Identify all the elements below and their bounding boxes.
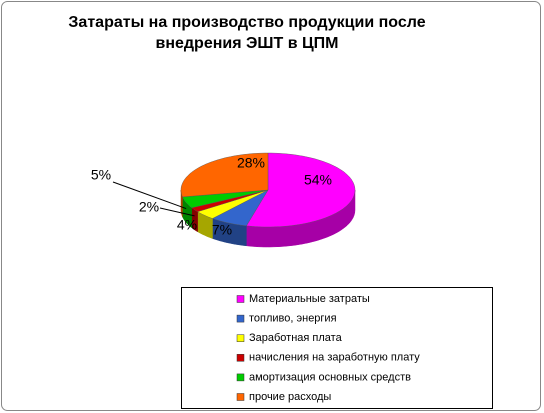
- value-label: 54%: [304, 172, 332, 188]
- legend-label: Материальные затраты: [249, 293, 370, 305]
- legend-label: амортизация основных средств: [249, 371, 411, 383]
- value-label: 28%: [237, 155, 265, 171]
- value-label: 4%: [177, 217, 197, 233]
- value-label: 5%: [91, 167, 111, 183]
- legend-swatch: [236, 373, 245, 382]
- leader-line: [159, 207, 195, 217]
- slice-top: [211, 189, 269, 227]
- slice-top: [246, 152, 356, 228]
- chart-title: Затараты на производство продукции после…: [68, 14, 426, 52]
- legend-label: начисления на заработную плату: [249, 352, 420, 364]
- legend-box: [181, 287, 493, 409]
- legend-swatch: [236, 334, 245, 342]
- slice-top: [182, 189, 269, 209]
- legend-swatch: [236, 295, 245, 303]
- legend-label: прочие расходы: [249, 391, 331, 403]
- legend-label: Заработная плата: [249, 332, 343, 344]
- legend-swatch: [236, 314, 245, 323]
- value-label: 7%: [212, 222, 232, 238]
- value-label: 2%: [139, 199, 159, 215]
- leader-line: [112, 181, 187, 210]
- slice: [197, 189, 269, 239]
- legend-swatch: [236, 393, 245, 401]
- legend-label: топливо, энергия: [249, 313, 337, 325]
- slice: [180, 152, 269, 217]
- slice: [211, 189, 269, 247]
- legend-swatch: [236, 354, 245, 362]
- slice-top: [197, 189, 269, 219]
- slice-top: [180, 152, 269, 198]
